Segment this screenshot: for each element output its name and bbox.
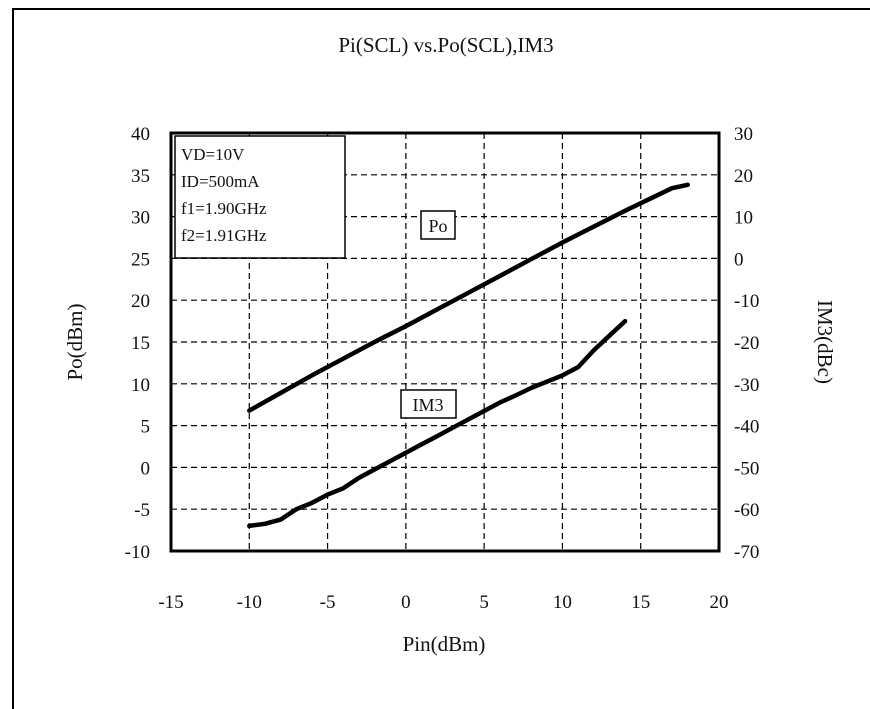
- y2-tick-label: 10: [734, 208, 753, 229]
- y2-tick-label: -10: [734, 291, 759, 312]
- y-tick-label: -5: [134, 500, 150, 521]
- legend-box: VD=10V ID=500mA f1=1.90GHz f2=1.91GHz: [174, 135, 346, 259]
- legend-box-frame: [174, 135, 346, 259]
- y2-tick-label: -40: [734, 417, 759, 438]
- y-tick-label: 30: [131, 208, 150, 229]
- x-tick-label: 5: [479, 592, 489, 613]
- y-tick-label: 20: [131, 291, 150, 312]
- y-axis-label: Po(dBm): [63, 303, 87, 380]
- annotation-im3-box: [400, 389, 457, 419]
- plot-area-border: [169, 131, 721, 553]
- annotation-im3: IM3: [400, 389, 457, 419]
- legend-line-f1: f1=1.90GHz: [181, 199, 267, 218]
- y-tick-label: 25: [131, 249, 150, 270]
- y-tick-label: -10: [125, 542, 150, 563]
- page-frame: [12, 8, 870, 709]
- x-tick-label: -5: [320, 592, 336, 613]
- x-tick-label: 0: [401, 592, 411, 613]
- y2-tick-label: 20: [734, 166, 753, 187]
- y-tick-label: 15: [131, 333, 150, 354]
- y-tick-label: 0: [141, 458, 151, 479]
- y2-tick-label: 0: [734, 249, 744, 270]
- y2-tick-label: -70: [734, 542, 759, 563]
- annotation-im3-text: IM3: [413, 395, 444, 415]
- legend-line-id: ID=500mA: [181, 172, 260, 191]
- series-lines: [247, 182, 690, 529]
- y-tick-label: 10: [131, 375, 150, 396]
- chart-title: Pi(SCL) vs.Po(SCL),IM3: [338, 33, 553, 57]
- x-tick-label: 10: [553, 592, 572, 613]
- series-line-im3: [247, 318, 628, 529]
- annotation-po-box: [420, 210, 456, 240]
- legend-line-f2: f2=1.91GHz: [181, 226, 267, 245]
- x-tick-label: 20: [710, 592, 729, 613]
- y2-tick-label: -20: [734, 333, 759, 354]
- x-tick-labels: -15 -10 -5 0 5 10 15 20: [158, 592, 728, 613]
- y2-tick-labels: -70 -60 -50 -40 -30 -20 -10 0 10 20 30: [734, 124, 759, 563]
- y2-tick-label: -60: [734, 500, 759, 521]
- y-tick-labels: -10 -5 0 5 10 15 20 25 30 35 40: [125, 124, 150, 563]
- y2-tick-label: 30: [734, 124, 753, 145]
- y2-tick-label: -50: [734, 458, 759, 479]
- x-tick-label: 15: [631, 592, 650, 613]
- y-tick-label: 35: [131, 166, 150, 187]
- legend-line-vd: VD=10V: [181, 145, 245, 164]
- y2-tick-label: -30: [734, 375, 759, 396]
- y2-axis-label: IM3(dBc): [813, 300, 837, 384]
- x-axis-label: Pin(dBm): [403, 632, 486, 656]
- annotation-po-text: Po: [428, 216, 447, 236]
- annotation-po: Po: [420, 210, 456, 240]
- series-line-po: [247, 182, 690, 413]
- x-tick-label: -15: [158, 592, 183, 613]
- x-tick-label: -10: [237, 592, 262, 613]
- y-tick-label: 40: [131, 124, 150, 145]
- y-tick-label: 5: [141, 417, 151, 438]
